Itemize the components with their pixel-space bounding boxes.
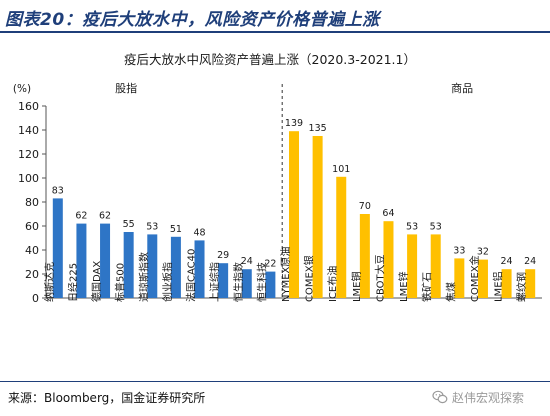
data-label: 70: [359, 201, 371, 212]
data-label: 24: [524, 256, 536, 267]
source-note: 来源：Bloomberg，国金证券研究所: [8, 391, 206, 405]
bar: [170, 236, 181, 298]
x-tick-label: LME锌: [397, 271, 410, 302]
data-label: 29: [217, 250, 229, 261]
data-label: 135: [309, 123, 327, 134]
bar: [525, 269, 536, 298]
x-tick-label: 创业板指: [161, 262, 174, 302]
data-label: 53: [406, 221, 418, 232]
group-label: 股指: [115, 81, 137, 95]
x-tick-label: 纳斯达克: [43, 262, 56, 302]
bar: [289, 131, 299, 298]
x-tick-label: ICE布油: [326, 266, 339, 302]
bar: [241, 269, 252, 298]
data-label: 33: [453, 245, 465, 256]
bar: [501, 269, 512, 298]
y-tick-label: 0: [32, 292, 39, 305]
x-tick-label: CBOT大豆: [373, 254, 386, 302]
watermark-text: 赵伟宏观探索: [452, 390, 525, 405]
x-tick-label: COMEX银: [303, 255, 316, 302]
x-tick-label: 上证综指: [208, 262, 221, 302]
watermark: 赵伟宏观探索: [432, 386, 524, 408]
bar: [336, 176, 347, 298]
bar: [454, 258, 465, 298]
x-tick-label: 日经225: [66, 263, 79, 302]
data-label: 62: [75, 211, 87, 222]
data-label: 24: [501, 256, 513, 267]
data-label: 83: [52, 185, 64, 196]
y-tick-label: 20: [25, 268, 39, 281]
x-tick-label: 铁矿石: [421, 272, 434, 302]
data-label: 22: [264, 259, 276, 270]
bar: [147, 234, 158, 298]
x-tick-label: 德国DAX: [90, 261, 103, 302]
data-label: 53: [430, 221, 442, 232]
data-label: 55: [123, 219, 135, 230]
data-label: 139: [285, 118, 303, 129]
bar: [194, 240, 205, 298]
header-rule: [0, 31, 550, 33]
y-axis-unit: (%): [13, 83, 31, 95]
bar-chart: 疫后大放水中风险资产普遍上涨（2020.3-2021.1） (%) 0 20 40 60 8…: [13, 52, 542, 305]
bar: [265, 271, 276, 298]
bar: [477, 259, 488, 298]
bar: [359, 214, 370, 298]
data-label: 51: [170, 224, 182, 235]
footer-rule: [0, 381, 550, 382]
data-label: 53: [146, 221, 158, 232]
y-tick-label: 80: [25, 196, 39, 209]
chart-title: 疫后大放水中风险资产普遍上涨（2020.3-2021.1）: [124, 52, 416, 67]
data-label: 101: [332, 164, 350, 175]
data-label: 24: [241, 256, 253, 267]
bar: [430, 234, 441, 298]
group-label: 商品: [451, 81, 473, 95]
data-label: 32: [477, 247, 489, 258]
x-tick-label: 道琼斯指数: [137, 252, 150, 302]
data-label: 64: [382, 208, 394, 219]
bar: [52, 198, 63, 298]
y-tick-label: 100: [18, 172, 39, 185]
x-tick-label: NYMEX原油: [279, 247, 292, 302]
wechat-icon: [432, 390, 448, 404]
x-tick-label: 标普500: [114, 263, 127, 302]
bar: [218, 263, 229, 298]
figure-label: 图表20：疫后大放水中，风险资产价格普遍上涨: [5, 10, 380, 30]
bar: [123, 232, 134, 298]
y-tick-label: 140: [18, 124, 39, 137]
data-label: 62: [99, 211, 111, 222]
bar: [312, 136, 323, 298]
x-tick-label: 恒生指数: [232, 262, 245, 302]
figure-header: 图表20：疫后大放水中，风险资产价格普遍上涨: [0, 0, 550, 33]
y-tick-label: 120: [18, 148, 39, 161]
x-tick-label: COMEX金: [468, 255, 481, 302]
y-tick-label: 40: [25, 244, 39, 257]
x-tick-label: 法国CAC40: [185, 249, 198, 302]
x-tick-label: 恒生科技: [255, 262, 268, 302]
bar: [100, 223, 111, 298]
y-tick-label: 160: [18, 100, 39, 113]
data-label: 48: [193, 227, 205, 238]
y-tick-label: 60: [25, 220, 39, 233]
bar: [407, 234, 418, 298]
bar: [76, 223, 87, 298]
x-tick-label: LME铜: [351, 271, 363, 302]
x-tick-label: 焦煤: [444, 282, 457, 302]
x-tick-label: LME铝: [493, 271, 505, 302]
x-tick-label: 螺纹钢: [515, 272, 528, 302]
bar: [383, 221, 394, 298]
